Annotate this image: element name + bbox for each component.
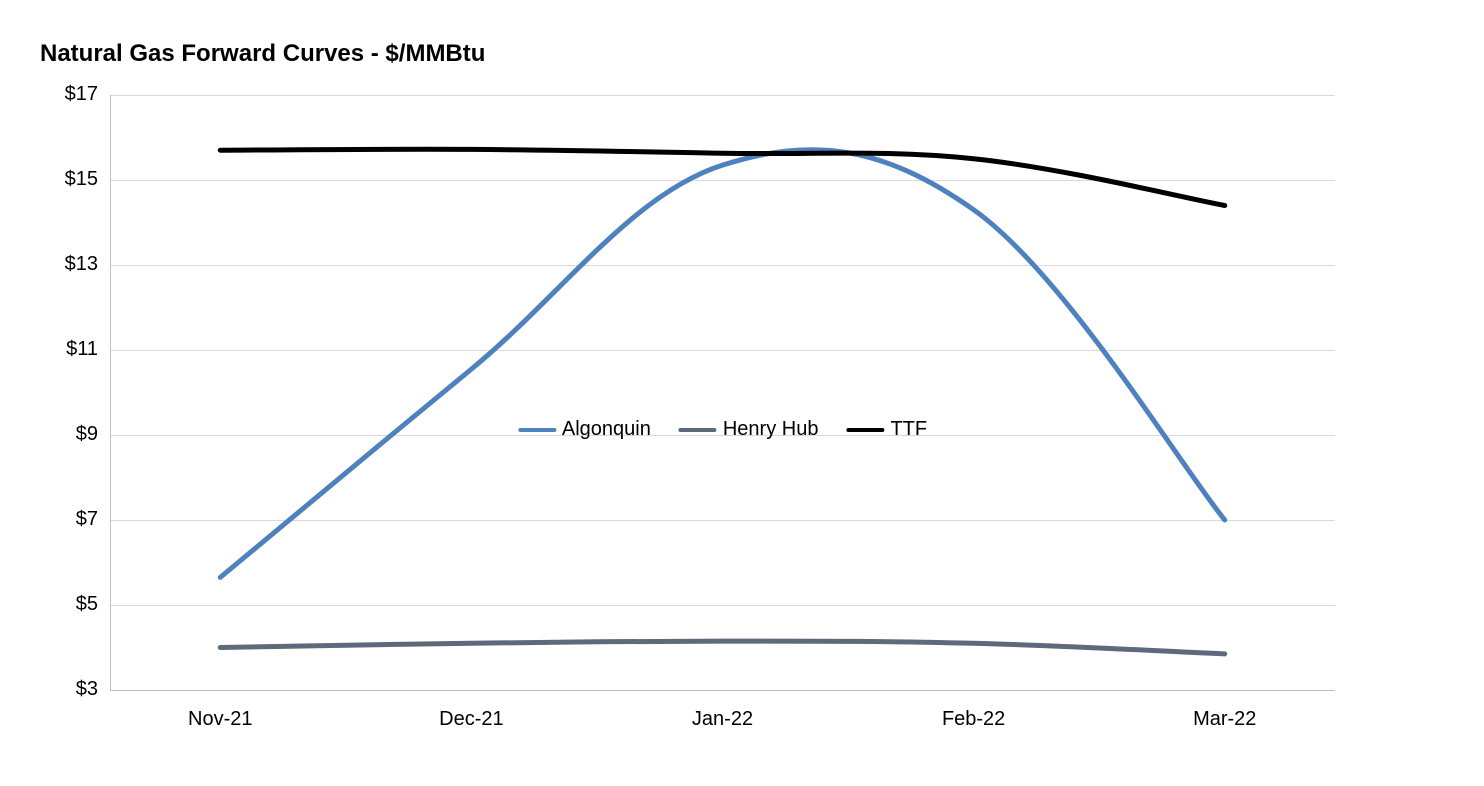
legend: Algonquin Henry Hub TTF — [518, 418, 927, 441]
y-tick-label: $5 — [76, 593, 98, 616]
x-tick-label: Nov-21 — [188, 708, 252, 731]
legend-item: Henry Hub — [679, 418, 819, 441]
x-tick-label: Dec-21 — [439, 708, 503, 731]
y-tick-label: $11 — [66, 338, 98, 361]
legend-swatch — [846, 428, 884, 432]
legend-item: TTF — [846, 418, 927, 441]
y-tick-label: $7 — [76, 508, 98, 531]
x-tick-label: Feb-22 — [942, 708, 1005, 731]
legend-swatch — [518, 428, 556, 432]
y-tick-label: $13 — [65, 253, 98, 276]
y-tick-label: $9 — [76, 423, 98, 446]
legend-item: Algonquin — [518, 418, 651, 441]
legend-swatch — [679, 428, 717, 432]
x-tick-label: Mar-22 — [1193, 708, 1256, 731]
series-line-ttf — [220, 149, 1225, 205]
x-tick-label: Jan-22 — [692, 708, 753, 731]
series-line-henry-hub — [220, 641, 1225, 654]
x-axis-line — [110, 690, 1335, 691]
series-svg — [110, 95, 1335, 690]
plot-area — [110, 95, 1335, 690]
y-tick-label: $15 — [65, 168, 98, 191]
chart-title: Natural Gas Forward Curves - $/MMBtu — [40, 40, 485, 68]
natural-gas-chart: Natural Gas Forward Curves - $/MMBtu Alg… — [0, 0, 1484, 786]
y-tick-label: $3 — [76, 678, 98, 701]
y-tick-label: $17 — [65, 83, 98, 106]
legend-label: Algonquin — [562, 418, 651, 441]
legend-label: Henry Hub — [723, 418, 819, 441]
series-line-algonquin — [220, 150, 1225, 578]
legend-label: TTF — [890, 418, 927, 441]
